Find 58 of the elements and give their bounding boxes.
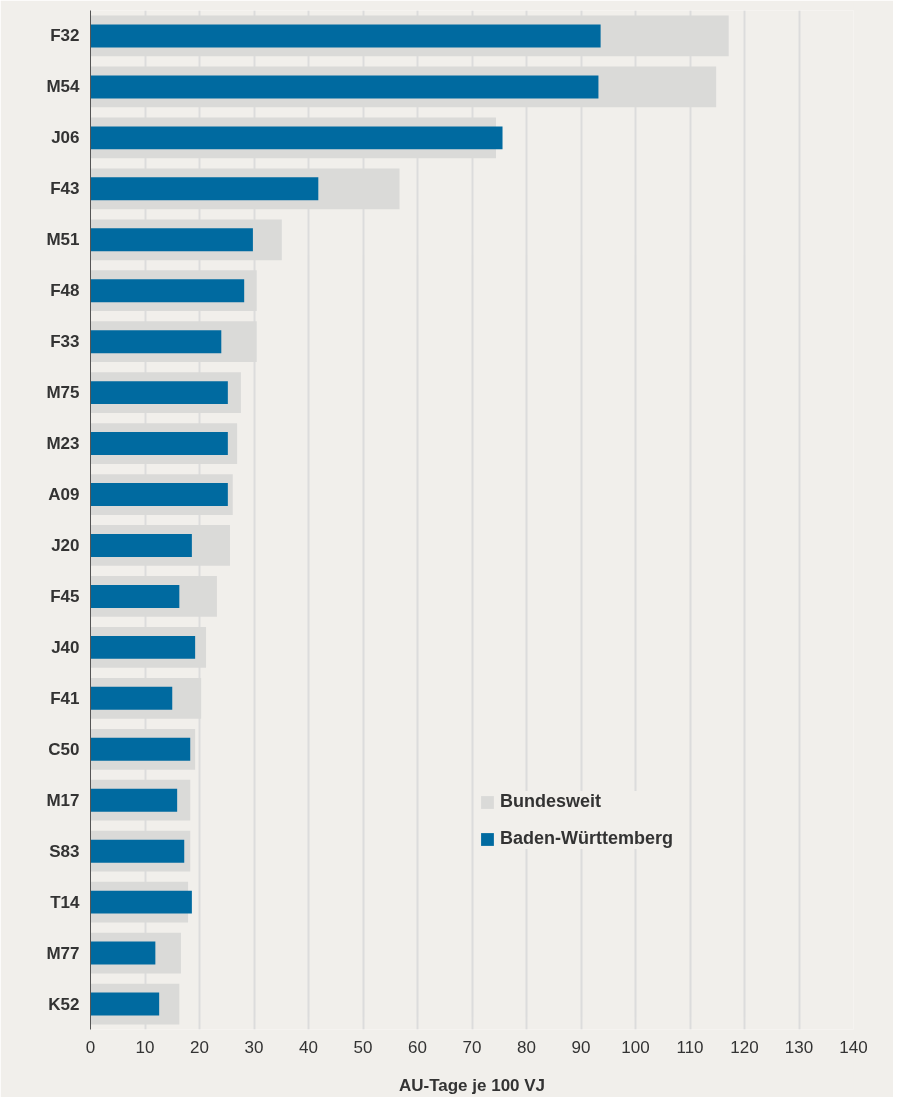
bar — [90, 177, 319, 201]
x-tick-label: 50 — [353, 1037, 373, 1057]
y-tick-label: J06 — [51, 128, 80, 148]
bar — [90, 279, 245, 303]
legend-label: Bundesweit — [499, 791, 601, 812]
bar — [90, 228, 253, 252]
x-tick-label: 20 — [190, 1037, 209, 1057]
y-tick-label: F45 — [50, 586, 80, 606]
y-tick-label: F33 — [50, 332, 80, 352]
x-tick-label: 110 — [676, 1037, 704, 1057]
x-tick-label: 70 — [462, 1037, 482, 1057]
bar — [90, 432, 228, 456]
y-tick-label: M17 — [46, 790, 80, 810]
y-tick-label: M23 — [46, 434, 80, 454]
x-tick-label: 100 — [621, 1037, 650, 1057]
y-tick-label: M75 — [46, 383, 80, 403]
bar — [90, 788, 178, 812]
y-tick-label: M77 — [46, 943, 80, 963]
bar — [90, 330, 222, 354]
x-tick-label: 30 — [244, 1037, 264, 1057]
y-tick-label: K52 — [48, 994, 80, 1014]
y-tick-label: M54 — [46, 77, 81, 97]
x-tick-label: 90 — [571, 1037, 591, 1057]
bar — [90, 890, 192, 914]
bar — [90, 839, 185, 863]
bar — [90, 75, 599, 99]
bar — [90, 534, 192, 557]
x-tick-label: 80 — [517, 1037, 536, 1057]
y-tick-label: F32 — [50, 26, 80, 46]
bar — [90, 24, 601, 48]
y-tick-label: F43 — [50, 179, 80, 199]
y-tick-label: F48 — [50, 281, 80, 301]
bar — [90, 381, 228, 405]
bar — [90, 483, 228, 506]
y-tick-label: J40 — [51, 637, 80, 657]
x-tick-label: 40 — [299, 1037, 318, 1057]
bar — [90, 686, 173, 710]
y-tick-label: M51 — [46, 230, 80, 250]
y-tick-label: J20 — [51, 535, 80, 555]
y-tick-label: F41 — [50, 688, 80, 708]
x-axis-title: AU-Tage je 100 VJ — [398, 1075, 546, 1095]
y-tick-label: S83 — [49, 841, 80, 861]
bar — [90, 126, 503, 150]
x-tick-label: 60 — [408, 1037, 427, 1057]
x-tick-label: 130 — [784, 1037, 814, 1057]
bar — [90, 992, 160, 1016]
legend-label: Baden-Württemberg — [499, 828, 673, 849]
bar — [90, 941, 156, 965]
x-tick-label: 120 — [730, 1037, 759, 1057]
bar — [90, 635, 196, 659]
bar — [90, 737, 191, 761]
x-tick-label: 140 — [839, 1037, 868, 1057]
y-tick-label: C50 — [48, 739, 80, 759]
y-tick-label: T14 — [50, 892, 81, 912]
y-tick-label: A09 — [48, 485, 80, 505]
x-tick-label: 0 — [85, 1037, 96, 1057]
bar — [90, 584, 180, 608]
x-tick-label: 10 — [135, 1037, 155, 1057]
